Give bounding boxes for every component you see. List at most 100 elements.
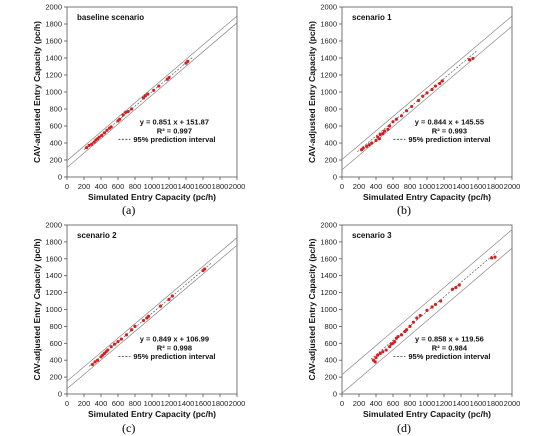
data-point (361, 146, 365, 150)
fit-line (83, 56, 193, 150)
y-tick-label: 2000 (320, 221, 337, 230)
data-point (393, 340, 397, 344)
data-point (391, 120, 395, 124)
y-tick-label: 0 (333, 390, 337, 399)
data-point (119, 337, 123, 341)
data-point (157, 84, 161, 88)
x-tick-label: 1400 (453, 182, 470, 191)
data-point (92, 140, 96, 144)
x-tick-label: 400 (95, 399, 108, 408)
prediction-interval-upper (341, 15, 513, 160)
fit-line (88, 262, 212, 367)
data-point (374, 356, 378, 360)
prediction-interval-upper (66, 237, 238, 382)
data-point (126, 109, 130, 114)
data-point (105, 128, 109, 132)
x-tick-label: 1000 (144, 182, 161, 191)
y-tick-label: 1000 (45, 305, 62, 314)
x-tick-label: 1800 (212, 399, 229, 408)
y-tick-label: 1400 (320, 271, 337, 280)
data-point (493, 255, 497, 259)
fit-equation: y = 0.844 x + 145.55 (415, 117, 484, 126)
data-point (203, 267, 207, 271)
r-squared: R² = 0.993 (432, 126, 467, 135)
data-point (167, 75, 171, 80)
data-point (141, 318, 146, 323)
data-point (87, 143, 91, 147)
data-point (152, 88, 156, 92)
data-point (405, 328, 409, 332)
data-point (471, 56, 475, 61)
x-tick-label: 200 (78, 182, 91, 191)
x-tick-label: 200 (353, 399, 366, 408)
y-tick-label: 800 (49, 322, 62, 331)
y-tick-label: 600 (324, 339, 337, 348)
y-tick-label: 1600 (320, 37, 337, 46)
data-point (365, 144, 369, 148)
caption-a: (a) (122, 203, 136, 217)
x-tick-label: 1200 (436, 182, 453, 191)
x-tick-label: 400 (95, 182, 108, 191)
data-point (425, 91, 429, 95)
data-point (405, 109, 409, 113)
y-tick-label: 1000 (320, 88, 337, 97)
data-point (374, 138, 378, 143)
y-tick-label: 800 (49, 105, 62, 114)
y-tick-label: 200 (49, 156, 62, 165)
data-point (121, 113, 125, 117)
x-tick-label: 1000 (419, 399, 436, 408)
y-tick-label: 400 (324, 139, 337, 148)
y-axis-title: CAV-adjusted Entry Capacity (pc/h) (32, 238, 42, 380)
x-axis-title: Simulated Entry Capacity (pc/h) (88, 192, 216, 202)
chart-title: baseline scenario (77, 13, 144, 22)
data-point (415, 316, 419, 320)
data-point (410, 104, 414, 109)
data-point (376, 353, 380, 357)
x-tick-label: 400 (370, 182, 383, 191)
data-point (384, 348, 388, 352)
y-tick-label: 1200 (45, 71, 62, 80)
data-point (439, 299, 443, 303)
x-tick-label: 600 (387, 182, 400, 191)
data-point (388, 345, 392, 349)
data-point (418, 313, 422, 318)
data-point (457, 283, 461, 287)
data-point (133, 324, 137, 328)
y-tick-label: 1600 (45, 37, 62, 46)
data-point (370, 141, 374, 145)
y-tick-label: 1800 (45, 237, 62, 246)
data-point (124, 333, 129, 337)
x-tick-label: 2000 (229, 399, 246, 408)
y-tick-label: 1400 (45, 54, 62, 63)
x-tick-label: 2000 (504, 182, 521, 191)
data-point (408, 324, 412, 328)
fit-equation: y = 0.851 x + 151.87 (140, 117, 209, 126)
x-tick-label: 800 (129, 182, 142, 191)
y-tick-label: 600 (324, 122, 337, 131)
x-tick-label: 600 (112, 399, 125, 408)
x-tick-label: 1600 (195, 399, 212, 408)
data-point (454, 285, 458, 290)
y-tick-label: 2000 (45, 3, 62, 12)
data-point (84, 146, 89, 150)
data-point (146, 92, 150, 96)
data-point (106, 348, 110, 352)
data-point (96, 358, 100, 362)
prediction-interval-lower (66, 22, 238, 168)
x-tick-label: 1800 (487, 182, 504, 191)
data-point (382, 129, 387, 133)
data-point (433, 84, 438, 88)
y-tick-label: 400 (49, 139, 62, 148)
x-tick-label: 2000 (504, 399, 521, 408)
x-tick-label: 1200 (436, 399, 453, 408)
data-point (130, 107, 134, 111)
data-point (167, 297, 171, 301)
y-tick-label: 600 (49, 122, 62, 131)
data-point (396, 334, 400, 339)
data-point (116, 340, 120, 344)
y-tick-label: 200 (49, 373, 62, 382)
y-tick-label: 200 (324, 373, 337, 382)
x-tick-label: 800 (404, 399, 417, 408)
data-point (186, 59, 190, 64)
y-tick-label: 400 (324, 356, 337, 365)
